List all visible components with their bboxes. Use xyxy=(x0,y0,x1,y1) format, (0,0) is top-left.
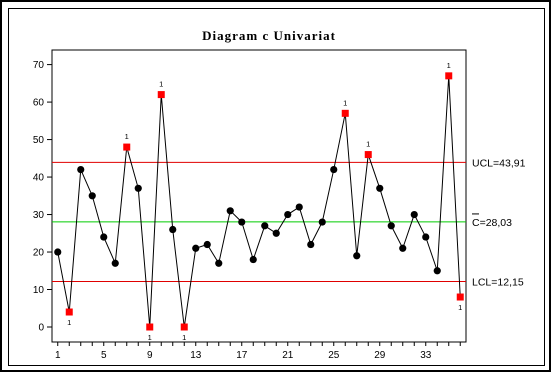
data-point xyxy=(387,222,395,230)
data-point xyxy=(261,222,269,230)
data-point xyxy=(169,225,177,234)
flag-label: 1 xyxy=(366,140,370,149)
y-tick-label: 40 xyxy=(33,173,45,184)
data-markers: 1 1 1 1 1 1 1 1 1 xyxy=(54,61,464,342)
limit-label-ucl: UCL=43,91 xyxy=(472,157,526,169)
x-tick-label: 29 xyxy=(374,350,386,361)
data-point xyxy=(353,252,361,260)
y-tick-label: 30 xyxy=(33,210,45,221)
out-of-control-point xyxy=(445,72,453,80)
data-point xyxy=(226,207,234,215)
out-of-control-point xyxy=(456,293,464,301)
chart-axes: 0 10 20 30 40 50 60 70 1 5 9 13 17 21 25 29 33 xyxy=(33,49,467,361)
data-point xyxy=(376,184,384,192)
out-of-control-point xyxy=(364,151,372,159)
data-series xyxy=(57,75,461,328)
data-point xyxy=(100,233,108,241)
data-point xyxy=(318,218,326,226)
flag-label: 1 xyxy=(125,132,129,141)
out-of-control-point xyxy=(123,143,131,151)
data-point xyxy=(249,255,257,264)
series-line xyxy=(57,75,461,328)
x-tick-label: 9 xyxy=(147,350,153,361)
data-point xyxy=(238,218,246,226)
x-tick-label: 33 xyxy=(420,350,432,361)
data-point xyxy=(203,240,211,249)
chart-inner-border xyxy=(8,8,545,366)
y-tick-label: 70 xyxy=(33,60,45,71)
data-point xyxy=(399,244,407,252)
limit-label-lcl: LCL=12,15 xyxy=(472,276,524,288)
flag-label: 1 xyxy=(159,80,163,89)
y-tick-label: 20 xyxy=(33,248,45,259)
data-point xyxy=(295,203,303,211)
flag-label: 1 xyxy=(458,303,462,312)
out-of-control-point xyxy=(341,109,349,117)
y-tick-label: 50 xyxy=(33,135,45,146)
flag-label: 1 xyxy=(67,318,71,327)
data-point xyxy=(215,259,223,267)
flag-label: 1 xyxy=(182,333,186,342)
x-tick-label: 25 xyxy=(328,350,340,361)
out-of-control-point xyxy=(146,323,154,331)
out-of-control-point xyxy=(157,91,165,99)
x-tick-label: 21 xyxy=(282,350,294,361)
data-point xyxy=(422,233,430,241)
data-point xyxy=(272,229,280,237)
data-point xyxy=(192,244,200,252)
x-tick-label: 13 xyxy=(190,350,202,361)
x-tick-label: 5 xyxy=(101,350,107,361)
data-point xyxy=(54,248,62,256)
data-point xyxy=(284,210,292,219)
y-tick-label: 10 xyxy=(33,285,45,296)
limit-label-cl: C=28,03 xyxy=(472,217,512,229)
data-point xyxy=(111,259,119,267)
control-limits: UCL=43,91 C=28,03 LCL=12,15 xyxy=(52,157,526,288)
data-point xyxy=(77,165,85,174)
flag-label: 1 xyxy=(148,333,152,342)
data-point xyxy=(307,240,315,249)
data-point xyxy=(330,165,338,174)
out-of-control-point xyxy=(180,323,188,331)
y-tick-label: 60 xyxy=(33,98,45,109)
x-tick-label: 17 xyxy=(236,350,248,361)
chart-title: Diagram c Univariat xyxy=(202,28,336,43)
flag-label: 1 xyxy=(343,98,347,107)
x-tick-label: 1 xyxy=(55,350,61,361)
data-point xyxy=(88,192,96,200)
out-of-control-point xyxy=(65,308,73,316)
data-point xyxy=(410,210,418,219)
flag-label: 1 xyxy=(447,61,451,70)
y-tick-label: 0 xyxy=(38,323,44,334)
plot-area xyxy=(51,49,467,343)
data-point xyxy=(433,267,441,275)
data-point xyxy=(134,184,142,192)
